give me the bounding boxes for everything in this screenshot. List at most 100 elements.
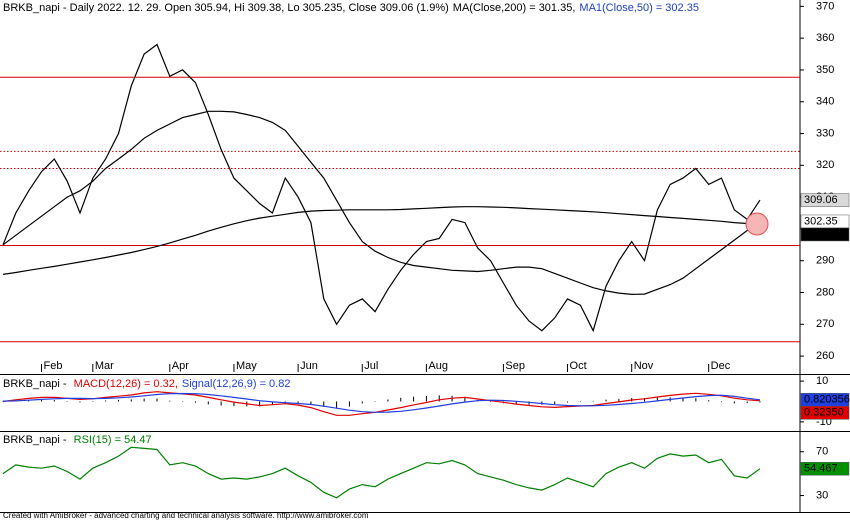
histogram-bar bbox=[515, 401, 517, 405]
histogram-bar bbox=[656, 397, 658, 402]
histogram-bar bbox=[323, 401, 325, 407]
last-value-label: 309.06 bbox=[804, 194, 838, 206]
last-value-box bbox=[800, 461, 850, 476]
series-line bbox=[2, 391, 761, 416]
histogram-bar bbox=[592, 401, 594, 402]
series-line bbox=[2, 392, 761, 413]
histogram-bar bbox=[336, 401, 338, 409]
histogram-bar bbox=[554, 401, 556, 405]
last-value-box bbox=[800, 193, 850, 207]
series-line bbox=[2, 446, 761, 499]
pane-header: BRKB_napi - RSI(15) = 54.47 bbox=[3, 434, 152, 446]
histogram-bar bbox=[105, 400, 107, 402]
pane-header: BRKB_napi - Daily 2022. 12. 29. Open 305… bbox=[3, 2, 699, 14]
histogram-bar bbox=[644, 398, 646, 402]
series-line bbox=[2, 110, 761, 296]
histogram-bar bbox=[490, 401, 492, 402]
histogram-bar bbox=[695, 398, 697, 402]
histogram-bar bbox=[194, 401, 196, 403]
x-tick-label: Feb bbox=[43, 360, 62, 372]
y-tick-label: 290 bbox=[816, 255, 834, 267]
histogram-bar bbox=[310, 401, 312, 405]
x-tick-label: Apr bbox=[172, 360, 189, 372]
last-value-box bbox=[800, 406, 850, 420]
y-tick-label: 10 bbox=[816, 375, 828, 387]
histogram-bar bbox=[733, 401, 735, 404]
histogram-bar bbox=[425, 395, 427, 402]
y-tick-label: 280 bbox=[816, 286, 834, 298]
histogram-bar bbox=[233, 401, 235, 407]
pane-title: BRKB_napi - bbox=[3, 378, 70, 390]
last-value-box bbox=[800, 227, 850, 242]
legend-entry: MACD(12,26) = 0.32, bbox=[74, 378, 178, 390]
x-tick-label: Jul bbox=[364, 360, 378, 372]
x-tick-label: Nov bbox=[634, 360, 654, 372]
histogram-bar bbox=[117, 399, 119, 402]
legend-entry: MA(Close,200) = 301.35, bbox=[453, 2, 576, 14]
legend-entry: RSI(15) = 54.47 bbox=[74, 434, 152, 446]
histogram-bar bbox=[207, 401, 209, 405]
last-value-label: 0.820356 bbox=[804, 394, 850, 406]
histogram-bar bbox=[92, 401, 94, 402]
footer: Created with AmiBroker - advanced charti… bbox=[3, 511, 369, 520]
histogram-bar bbox=[438, 395, 440, 402]
histogram-bar bbox=[182, 401, 184, 402]
pane-header: BRKB_napi - MACD(12,26) = 0.32, Signal(12… bbox=[3, 378, 290, 390]
histogram-bar bbox=[528, 401, 530, 405]
histogram-bar bbox=[400, 397, 402, 402]
histogram-bar bbox=[169, 400, 171, 402]
histogram-bar bbox=[348, 401, 350, 407]
series-line bbox=[2, 206, 761, 275]
pane-title: BRKB_napi - bbox=[3, 434, 70, 446]
histogram-bar bbox=[567, 401, 569, 403]
x-tick-label: Dec bbox=[711, 360, 731, 372]
x-tick-label: May bbox=[236, 360, 257, 372]
histogram-bar bbox=[2, 401, 4, 402]
histogram-bar bbox=[284, 401, 286, 403]
x-tick-label: Aug bbox=[428, 360, 448, 372]
histogram-bar bbox=[53, 400, 55, 402]
y-tick-label: 70 bbox=[816, 446, 828, 458]
pane: 260270280290300310320330340350360370FebM… bbox=[0, 0, 850, 372]
histogram-bar bbox=[374, 401, 376, 402]
histogram-bar bbox=[387, 399, 389, 402]
y-tick-label: 320 bbox=[816, 159, 834, 171]
histogram-bar bbox=[605, 399, 607, 402]
histogram-bar bbox=[579, 401, 581, 402]
histogram-bar bbox=[156, 398, 158, 402]
last-value-label: 0.32350 bbox=[804, 407, 844, 419]
last-value-label: 301.354 bbox=[804, 228, 844, 240]
y-tick-label: 270 bbox=[816, 318, 834, 330]
histogram-bar bbox=[464, 396, 466, 402]
x-tick-label: Jun bbox=[300, 360, 318, 372]
histogram-bar bbox=[682, 397, 684, 402]
last-bar-marker bbox=[745, 212, 769, 236]
pane-title: BRKB_napi - Daily 2022. 12. 29. Open 305… bbox=[3, 2, 449, 14]
histogram-bar bbox=[413, 396, 415, 402]
histogram-bar bbox=[220, 401, 222, 406]
histogram-bar bbox=[66, 401, 68, 402]
y-tick-label: 350 bbox=[816, 64, 834, 76]
y-tick-label: 360 bbox=[816, 32, 834, 44]
pane: 30 70 BRKB_napi - RSI(15) = 54.47 54.467 bbox=[2, 434, 850, 501]
legend-entry: Signal(12,26,9) = 0.82 bbox=[182, 378, 291, 390]
histogram-bar bbox=[746, 401, 748, 404]
histogram-bar bbox=[40, 399, 42, 402]
y-tick-label: 30 bbox=[816, 489, 828, 501]
histogram-bar bbox=[259, 401, 261, 407]
series-line bbox=[2, 43, 761, 333]
histogram-bar bbox=[143, 398, 145, 402]
y-tick-label: 260 bbox=[816, 350, 834, 362]
x-tick-label: Mar bbox=[95, 360, 114, 372]
last-value-label: 54.467 bbox=[804, 463, 838, 475]
last-value-label: 302.35 bbox=[804, 215, 838, 227]
y-tick-label: 370 bbox=[816, 0, 834, 12]
x-tick-label: Oct bbox=[570, 360, 587, 372]
histogram-bar bbox=[79, 401, 81, 403]
histogram-bar bbox=[130, 399, 132, 402]
histogram-bar bbox=[759, 401, 761, 403]
histogram-bar bbox=[618, 398, 620, 402]
histogram-bar bbox=[361, 401, 363, 404]
